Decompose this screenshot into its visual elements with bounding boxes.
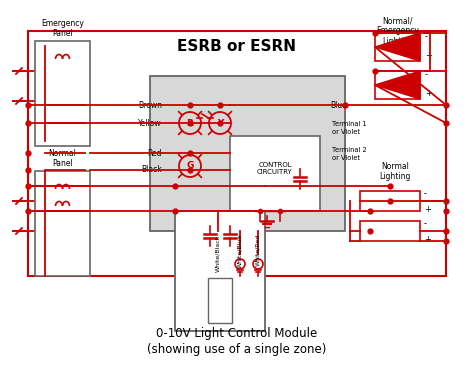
Text: +: + (424, 235, 431, 243)
Text: White/Red: White/Red (255, 234, 261, 266)
Text: Y: Y (217, 119, 223, 127)
Bar (360, 191, 420, 211)
Text: -: - (425, 33, 428, 41)
Polygon shape (375, 71, 420, 99)
Text: CONTROL
CIRCUITRY: CONTROL CIRCUITRY (257, 162, 293, 175)
Bar (35, 171, 90, 276)
Text: Emergency
Panel: Emergency Panel (41, 19, 84, 38)
Polygon shape (375, 33, 420, 61)
Text: Yellow: Yellow (138, 119, 162, 127)
Text: R: R (187, 119, 193, 127)
Bar (208, 278, 232, 323)
Bar (375, 71, 420, 99)
Text: Brown: Brown (138, 101, 162, 109)
Text: Blue: Blue (330, 101, 347, 109)
Text: Normal
Panel: Normal Panel (48, 149, 76, 168)
Text: -: - (424, 190, 427, 198)
Text: -: - (424, 220, 427, 228)
Text: -: - (219, 309, 221, 317)
Bar (150, 76, 345, 231)
Text: White/Blue: White/Blue (237, 234, 243, 268)
Text: -: - (425, 71, 428, 79)
Text: (showing use of a single zone): (showing use of a single zone) (147, 343, 327, 355)
Text: Terminal 2
or Violet: Terminal 2 or Violet (332, 147, 367, 161)
Bar (35, 41, 90, 146)
Text: Terminal 1
or Violet: Terminal 1 or Violet (332, 122, 366, 134)
Bar (375, 33, 420, 61)
Text: White/Black: White/Black (216, 234, 220, 272)
Bar (230, 136, 320, 211)
Text: Normal/
Emergency
Lighting: Normal/ Emergency Lighting (376, 16, 419, 46)
Bar (28, 31, 446, 276)
Text: +: + (425, 90, 432, 98)
Text: ESRB or ESRN: ESRB or ESRN (177, 39, 297, 54)
Text: Normal
Lighting: Normal Lighting (379, 162, 410, 181)
Text: G: G (186, 161, 194, 171)
Text: +: + (425, 52, 432, 60)
Text: N: N (217, 288, 223, 298)
Bar (360, 221, 420, 241)
Bar (175, 211, 265, 331)
Text: Red: Red (147, 149, 162, 157)
Text: +: + (217, 299, 223, 307)
Text: H: H (217, 279, 223, 288)
Text: Black: Black (141, 165, 162, 175)
Text: +: + (424, 205, 431, 213)
Text: 0-10V Light Control Module: 0-10V Light Control Module (156, 328, 318, 340)
